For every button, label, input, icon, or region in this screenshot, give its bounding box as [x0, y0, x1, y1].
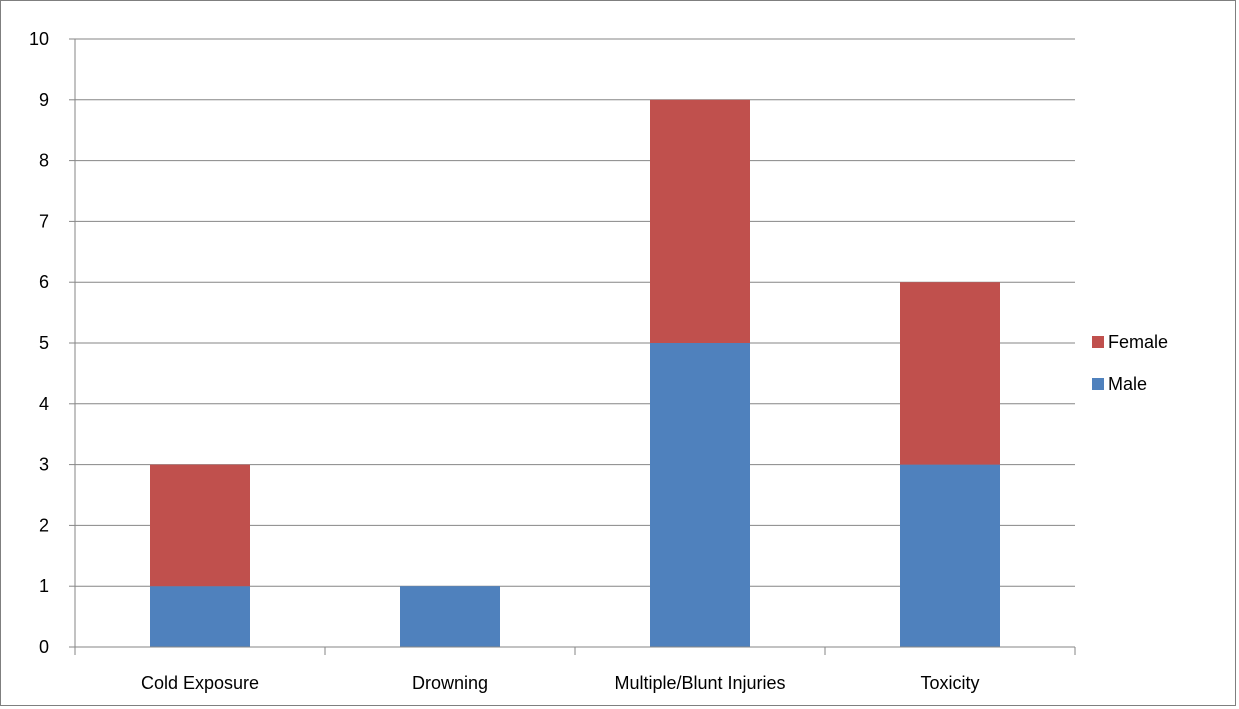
legend-swatch-male: [1092, 378, 1104, 390]
bars: [150, 99, 1000, 647]
legend-swatch-female: [1092, 336, 1104, 348]
bar-female-3: [900, 282, 1000, 465]
bar-male-3: [900, 464, 1000, 647]
legend: Female Male: [1092, 332, 1168, 394]
legend-item-female: Female: [1092, 332, 1168, 352]
legend-label-female: Female: [1108, 332, 1168, 352]
y-axis-tick-labels: 0 1 2 3 4 5 6 7 8 9 10: [29, 29, 49, 657]
y-tick-label: 6: [39, 272, 49, 292]
x-tick-label: Drowning: [412, 673, 488, 693]
y-tick-label: 8: [39, 151, 49, 171]
y-tick-label: 4: [39, 394, 49, 414]
y-tick-label: 1: [39, 576, 49, 596]
x-axis-tick-labels: Cold Exposure Drowning Multiple/Blunt Inju…: [141, 673, 980, 693]
bar-female-2: [650, 99, 750, 343]
legend-label-male: Male: [1108, 374, 1147, 394]
bar-male-0: [150, 586, 250, 647]
y-tick-label: 0: [39, 637, 49, 657]
x-tick-label: Cold Exposure: [141, 673, 259, 693]
bar-male-1: [400, 586, 500, 647]
y-tick-label: 9: [39, 90, 49, 110]
legend-item-male: Male: [1092, 374, 1147, 394]
y-tick-label: 7: [39, 211, 49, 231]
y-tick-label: 3: [39, 455, 49, 475]
axes: [69, 38, 1076, 655]
y-tick-label: 5: [39, 333, 49, 353]
x-tick-label: Toxicity: [920, 673, 979, 693]
x-tick-label: Multiple/Blunt Injuries: [614, 673, 785, 693]
y-tick-label: 10: [29, 29, 49, 49]
y-tick-label: 2: [39, 515, 49, 535]
bar-female-0: [150, 464, 250, 587]
bar-male-2: [650, 343, 750, 647]
